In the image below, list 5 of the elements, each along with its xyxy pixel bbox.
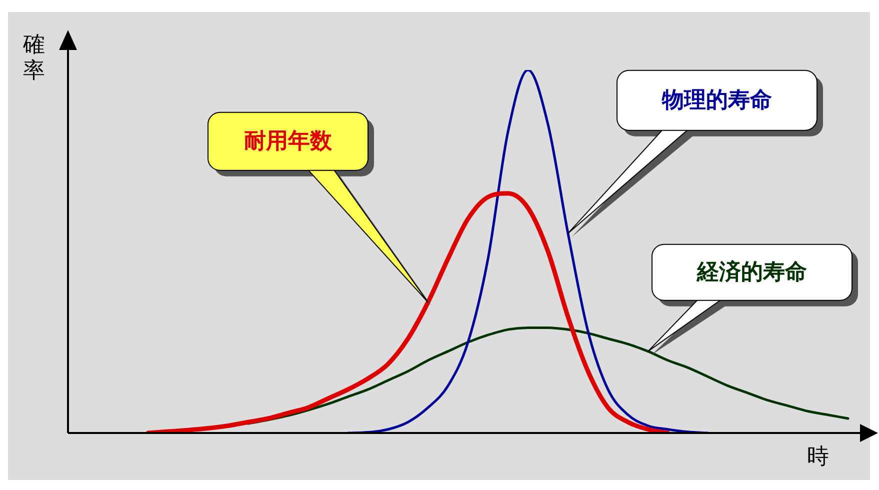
text: 耐用年数 [244,128,333,154]
text: 物理的寿命 [661,88,772,113]
x-axis-title: 時 [807,444,829,470]
y-axis-title: 確率 [22,32,45,84]
text: 経済的寿命 [696,258,807,285]
